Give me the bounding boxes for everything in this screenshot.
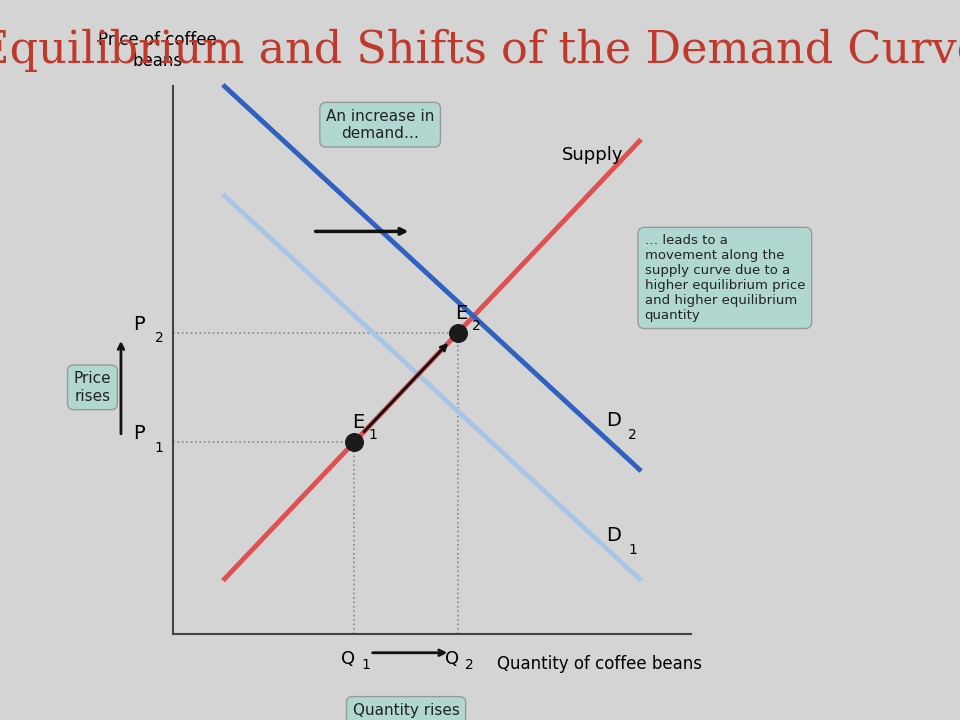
Text: Price
rises: Price rises	[74, 372, 111, 403]
Text: 1: 1	[628, 544, 636, 557]
Text: P: P	[132, 315, 144, 334]
Text: 1: 1	[155, 441, 163, 455]
Text: Quantity rises: Quantity rises	[352, 703, 460, 718]
Text: Q: Q	[444, 649, 459, 667]
Text: Q: Q	[341, 649, 355, 667]
Text: E: E	[455, 304, 468, 323]
Text: Price of coffee
beans: Price of coffee beans	[98, 31, 217, 70]
Text: D: D	[606, 410, 620, 430]
Text: … leads to a
movement along the
supply curve due to a
higher equilibrium price
a: … leads to a movement along the supply c…	[644, 234, 805, 322]
Text: 2: 2	[465, 658, 473, 672]
Point	[450, 327, 466, 338]
Text: Equilibrium and Shifts of the Demand Curve: Equilibrium and Shifts of the Demand Cur…	[0, 29, 960, 72]
Text: 2: 2	[155, 331, 163, 346]
Text: E: E	[351, 413, 364, 433]
Text: 2: 2	[472, 319, 481, 333]
Text: 2: 2	[628, 428, 636, 442]
Text: Supply: Supply	[562, 146, 623, 164]
Text: 1: 1	[361, 658, 371, 672]
Point	[347, 436, 362, 448]
Text: An increase in
demand…: An increase in demand…	[326, 109, 434, 141]
Text: Quantity of coffee beans: Quantity of coffee beans	[496, 655, 702, 673]
Text: P: P	[132, 424, 144, 444]
Text: 1: 1	[369, 428, 377, 442]
Text: D: D	[606, 526, 620, 544]
